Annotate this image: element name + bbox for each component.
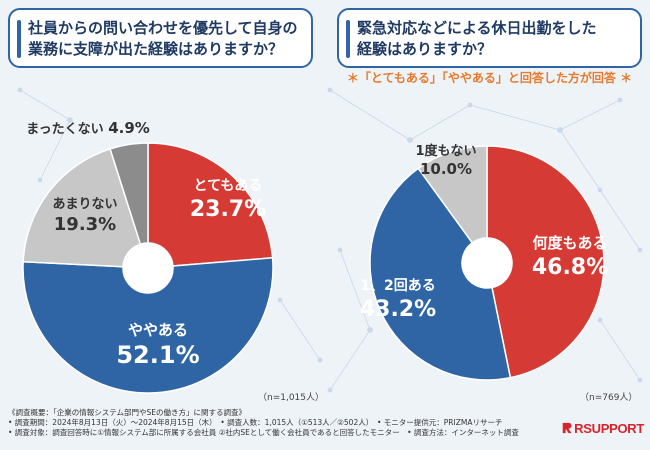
logo-mark-icon [562,422,572,434]
slice-label: まったくない 4.9% [26,119,150,137]
slice-label-group-1-3: あまりない 19.3% [52,197,117,235]
slice-value: 52.1% [116,341,199,369]
slice-label: 1度もない [415,143,476,159]
question-box-1: 社員からの問い合わせを優先して自身の 業務に支障が出た経験はありますか？ [8,8,313,68]
sample-size-1: （n=1,015人） [258,393,325,403]
slice-label: 1、2回ある [360,278,435,294]
question-accent-bar [17,20,21,58]
slice-label: ややある [128,321,188,339]
respondent-note: ＊「とてもある」「ややある」と回答した方が回答 ＊ [346,71,633,85]
survey-footer: 《調査概要：「企業の情報システム部門やSEの働き方」に関する調査》 • 調査期間… [8,408,548,438]
slice-label-group-2-1: 何度もある 46.8% [532,234,608,280]
question-box-2: 緊急対応などによる休日出勤をした 経験はありますか？ [337,8,642,68]
slice-label-group-2-2: 1、2回ある 43.2% [360,278,436,322]
donut-hole [462,238,512,288]
question-2-line-1: 緊急対応などによる休日出勤をした [357,19,597,37]
slice-value: 19.3% [54,214,116,235]
sample-size-2: （n=769人） [580,393,638,403]
logo-text: RSUPPORT [574,420,644,436]
slice-label: とてもある [194,178,263,194]
footer-line-1: 《調査概要：「企業の情報システム部門やSEの働き方」に関する調査》 [8,408,247,417]
slice-label-group-1-4: まったくない 4.9% [26,119,150,137]
rsupport-logo: RSUPPORT [562,418,644,438]
question-accent-bar [346,20,350,58]
slice-value: 4.9% [108,119,150,137]
slice-value: 23.7% [190,197,266,222]
slice-value: 43.2% [360,297,436,322]
footer-line-3: • 調査対象：調査回答時に①情報システム部に所属する会社員 ②社内SEとして働く… [8,428,519,437]
question-2-line-2: 経験はありますか？ [357,40,493,58]
slice-label: あまりない [52,197,117,212]
slice-value: 46.8% [532,255,608,280]
slice-label-group-1-1: とてもある 23.7% [190,178,266,222]
donut-hole [123,243,173,293]
question-1-line-2: 業務に支障が出た経験はありますか？ [28,40,284,58]
slice-label-group-1-2: ややある 52.1% [116,321,199,369]
question-1-line-1: 社員からの問い合わせを優先して自身の [28,19,298,37]
slice-label: 何度もある [532,234,607,252]
slice-value: 10.0% [420,160,472,178]
footer-line-2: • 調査期間：2024年8月13日（火）〜2024年8月15日（木） • 調査人… [8,418,503,427]
